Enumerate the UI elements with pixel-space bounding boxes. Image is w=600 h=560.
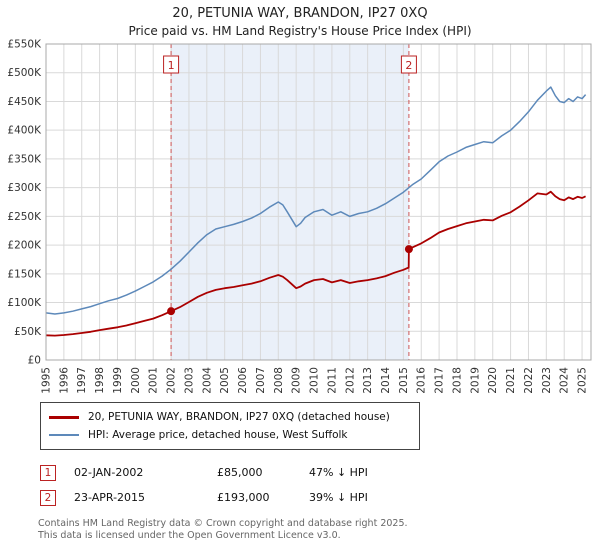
svg-text:£550K: £550K bbox=[7, 39, 42, 51]
svg-text:2000: 2000 bbox=[130, 367, 142, 394]
svg-text:£0: £0 bbox=[28, 355, 41, 367]
sale-1-number-badge: 1 bbox=[40, 464, 56, 481]
sale-2-number-badge: 2 bbox=[40, 489, 56, 506]
svg-text:1998: 1998 bbox=[94, 367, 106, 394]
sale-annotations: 1 02-JAN-2002 £85,000 47% ↓ HPI 2 23-APR… bbox=[40, 460, 600, 510]
svg-text:2004: 2004 bbox=[201, 367, 213, 394]
svg-text:2010: 2010 bbox=[309, 367, 321, 394]
chart-legend: 20, PETUNIA WAY, BRANDON, IP27 0XQ (deta… bbox=[40, 402, 420, 450]
svg-text:1997: 1997 bbox=[76, 367, 88, 394]
legend-label-hpi: HPI: Average price, detached house, West… bbox=[88, 429, 348, 441]
svg-text:2002: 2002 bbox=[166, 367, 178, 394]
svg-text:£250K: £250K bbox=[7, 211, 42, 223]
svg-text:2025: 2025 bbox=[577, 367, 589, 394]
legend-label-property: 20, PETUNIA WAY, BRANDON, IP27 0XQ (deta… bbox=[88, 411, 390, 423]
svg-text:£300K: £300K bbox=[7, 182, 42, 194]
svg-text:2011: 2011 bbox=[326, 367, 338, 394]
svg-text:£350K: £350K bbox=[7, 153, 42, 165]
svg-text:1995: 1995 bbox=[41, 367, 53, 394]
svg-text:2022: 2022 bbox=[523, 367, 535, 394]
svg-text:£50K: £50K bbox=[14, 326, 42, 338]
svg-text:2019: 2019 bbox=[469, 367, 481, 394]
svg-text:2003: 2003 bbox=[183, 367, 195, 394]
svg-text:£500K: £500K bbox=[7, 67, 42, 79]
svg-text:1999: 1999 bbox=[112, 367, 124, 394]
svg-text:2005: 2005 bbox=[219, 367, 231, 394]
svg-text:£150K: £150K bbox=[7, 268, 42, 280]
sale-annotation-1: 1 02-JAN-2002 £85,000 47% ↓ HPI bbox=[40, 460, 600, 485]
sale-1-hpi-delta: 47% ↓ HPI bbox=[309, 466, 368, 479]
svg-text:2024: 2024 bbox=[559, 367, 571, 394]
legend-item-hpi: HPI: Average price, detached house, West… bbox=[49, 426, 411, 444]
sale-annotation-2: 2 23-APR-2015 £193,000 39% ↓ HPI bbox=[40, 485, 600, 510]
svg-text:2016: 2016 bbox=[416, 367, 428, 394]
sale-2-price: £193,000 bbox=[217, 491, 270, 504]
title-block: 20, PETUNIA WAY, BRANDON, IP27 0XQ Price… bbox=[0, 0, 600, 38]
svg-text:£200K: £200K bbox=[7, 240, 42, 252]
svg-text:£450K: £450K bbox=[7, 96, 42, 108]
svg-text:2008: 2008 bbox=[273, 367, 285, 394]
sale-1-price: £85,000 bbox=[217, 466, 263, 479]
svg-text:2009: 2009 bbox=[291, 367, 303, 394]
sale-2-hpi-delta: 39% ↓ HPI bbox=[309, 491, 368, 504]
page-title: 20, PETUNIA WAY, BRANDON, IP27 0XQ bbox=[172, 6, 428, 21]
svg-text:2017: 2017 bbox=[434, 367, 446, 394]
svg-text:2001: 2001 bbox=[148, 367, 160, 394]
svg-text:2020: 2020 bbox=[487, 367, 499, 394]
svg-text:1: 1 bbox=[168, 59, 175, 72]
svg-text:2013: 2013 bbox=[362, 367, 374, 394]
svg-text:2007: 2007 bbox=[255, 367, 267, 394]
svg-text:2012: 2012 bbox=[344, 367, 356, 394]
svg-text:1996: 1996 bbox=[58, 367, 70, 394]
hpi-line-swatch bbox=[49, 434, 79, 436]
price-history-chart: 1 2 £0 £50K £100K £150K £200K £250K £300K £350K £4… bbox=[7, 39, 592, 394]
svg-text:2015: 2015 bbox=[398, 367, 410, 394]
legend-item-property: 20, PETUNIA WAY, BRANDON, IP27 0XQ (deta… bbox=[49, 408, 411, 426]
svg-text:2021: 2021 bbox=[505, 367, 517, 394]
svg-text:2014: 2014 bbox=[380, 367, 392, 394]
svg-text:2018: 2018 bbox=[451, 367, 463, 394]
sale-1-date: 02-JAN-2002 bbox=[74, 466, 144, 479]
svg-text:£400K: £400K bbox=[7, 125, 42, 137]
svg-text:2023: 2023 bbox=[541, 367, 553, 394]
hpi-chart-page: 20, PETUNIA WAY, BRANDON, IP27 0XQ Price… bbox=[0, 0, 600, 543]
copyright-footer: Contains HM Land Registry data © Crown c… bbox=[38, 518, 600, 543]
page-subtitle: Price paid vs. HM Land Registry's House … bbox=[128, 24, 472, 38]
property-line-swatch bbox=[49, 415, 79, 419]
svg-text:2: 2 bbox=[405, 59, 412, 72]
svg-text:2006: 2006 bbox=[237, 367, 249, 394]
sale-2-date: 23-APR-2015 bbox=[74, 491, 146, 504]
copyright-line-1: Contains HM Land Registry data © Crown c… bbox=[38, 518, 408, 529]
copyright-line-2: This data is licensed under the Open Gov… bbox=[38, 530, 341, 542]
svg-text:£100K: £100K bbox=[7, 297, 42, 309]
